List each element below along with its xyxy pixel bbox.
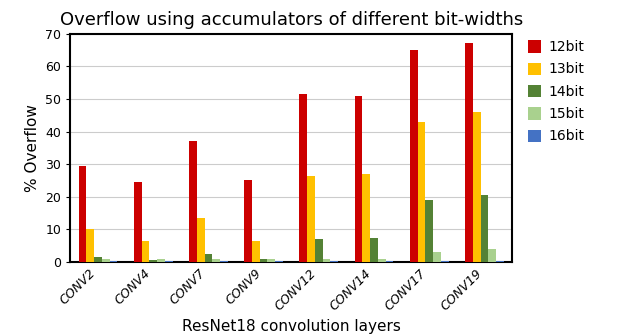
Bar [197,218,205,262]
Bar [94,257,102,262]
Bar [149,260,157,262]
Bar [355,96,362,262]
Bar [189,141,197,262]
Bar [102,259,109,262]
Bar [275,261,283,262]
Bar [86,229,94,262]
Bar [260,259,268,262]
Bar [244,180,252,262]
Bar [268,259,275,262]
Bar [362,174,370,262]
Bar [134,182,141,262]
Bar [488,249,496,262]
Title: Overflow using accumulators of different bit-widths: Overflow using accumulators of different… [60,11,523,29]
Bar [212,259,220,262]
Bar [315,239,323,262]
Y-axis label: % Overflow: % Overflow [25,104,40,192]
Bar [252,241,260,262]
Bar [157,259,164,262]
Bar [370,238,378,262]
Bar [330,261,338,262]
Bar [465,43,473,262]
Bar [481,195,488,262]
Bar [205,254,212,262]
Bar [109,261,117,262]
Bar [385,261,394,262]
Bar [378,259,385,262]
Bar [418,122,426,262]
Bar [473,112,481,262]
Bar [323,259,330,262]
Bar [433,252,441,262]
Bar [164,261,173,262]
Bar [141,241,149,262]
Legend: 12bit, 13bit, 14bit, 15bit, 16bit: 12bit, 13bit, 14bit, 15bit, 16bit [524,36,589,148]
Bar [220,261,228,262]
Bar [441,261,449,262]
Bar [307,176,315,262]
X-axis label: ResNet18 convolution layers: ResNet18 convolution layers [182,319,401,334]
Bar [300,94,307,262]
Bar [410,50,418,262]
Bar [79,166,86,262]
Bar [426,200,433,262]
Bar [496,261,504,262]
